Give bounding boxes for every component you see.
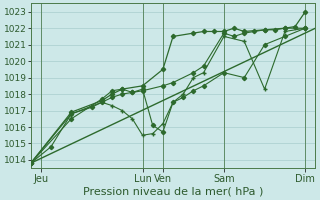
X-axis label: Pression niveau de la mer( hPa ): Pression niveau de la mer( hPa ) — [83, 187, 263, 197]
